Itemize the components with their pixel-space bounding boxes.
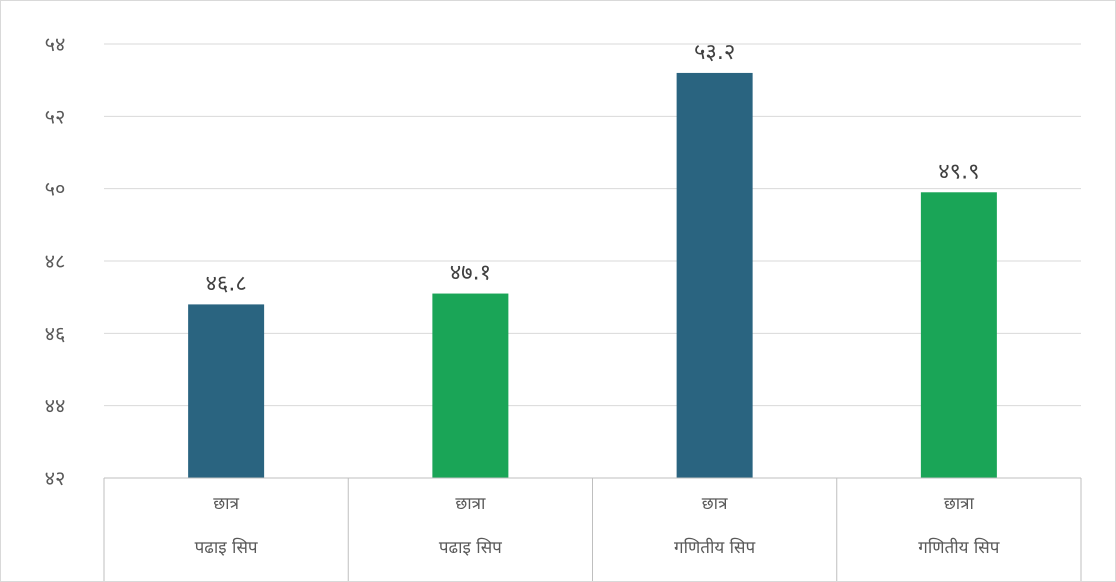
y-tick-label: ५४ [45,32,66,56]
x-tick-group-label: गणितीय सिप [674,537,756,558]
x-axis: छात्र पढाइ सिप छात्रा पढाइ सिप छात्र गणितीय स… [103,477,1082,581]
x-tick-sub-label: छात्र [213,494,239,514]
bar [676,72,753,478]
y-tick-label: ५० [45,177,66,201]
y-axis-tick-labels: ४२ ४४ ४६ ४८ ५० ५२ ५४ [45,32,66,490]
data-label: ४६.८ [205,271,246,296]
x-tick-sub-label: छात्रा [455,494,486,514]
x-tick-sub-label: छात्रा [944,494,975,514]
gridlines [104,43,1081,479]
bar [432,293,509,478]
data-label: ४७.१ [450,261,491,286]
x-tick-group-label: पढाइ सिप [439,537,502,558]
x-tick-sub-label: छात्र [702,494,728,514]
y-tick-label: ४४ [45,394,66,418]
bar [920,192,997,479]
data-label: ४९.९ [938,159,979,184]
bars [188,72,997,479]
y-tick-label: ५२ [45,104,66,128]
x-tick-group-label: गणितीय सिप [918,537,1000,558]
y-tick-label: ४२ [45,466,66,490]
data-labels: ४६.८ ४७.१ ५३.२ ४९.९ [205,40,979,296]
bar [188,304,265,478]
y-tick-label: ४६ [45,321,66,345]
y-tick-label: ४८ [45,249,66,273]
x-tick-group-label: पढाइ सिप [195,537,258,558]
data-label: ५३.२ [694,40,735,65]
